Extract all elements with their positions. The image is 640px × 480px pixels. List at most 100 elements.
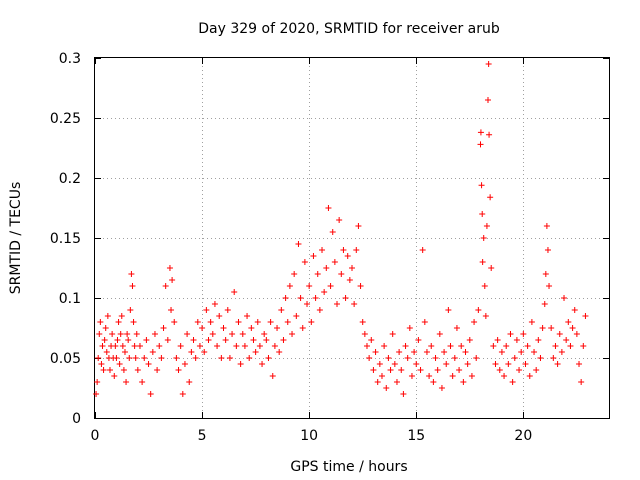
data-point [199, 325, 206, 331]
data-point [368, 337, 375, 343]
data-point [323, 265, 330, 271]
data-point [355, 223, 362, 229]
data-point [483, 223, 490, 229]
data-point [434, 367, 441, 373]
data-point [235, 319, 242, 325]
data-point [109, 331, 116, 337]
data-point [400, 391, 407, 397]
data-point [438, 385, 445, 391]
data-point [261, 331, 268, 337]
data-point [127, 307, 134, 313]
data-point [131, 343, 138, 349]
data-point [205, 337, 212, 343]
data-point [207, 319, 214, 325]
data-point [321, 289, 328, 295]
data-point [477, 141, 484, 148]
data-point [269, 373, 276, 379]
data-point [389, 331, 396, 337]
data-point [134, 367, 141, 373]
data-point [117, 331, 124, 337]
data-points [93, 61, 589, 397]
data-point [498, 349, 505, 355]
y-tick-label: 0.05 [50, 351, 81, 367]
data-point [376, 361, 383, 367]
data-point [509, 379, 516, 385]
data-point [582, 313, 589, 319]
data-point [164, 337, 171, 343]
data-point [471, 319, 478, 325]
data-point [374, 379, 381, 385]
data-point [432, 355, 439, 361]
data-point [402, 343, 409, 349]
x-tick-label: 10 [300, 428, 318, 444]
data-point [233, 343, 240, 349]
data-point [415, 337, 422, 343]
data-point [451, 355, 458, 361]
data-point [133, 331, 140, 337]
data-point [411, 349, 418, 355]
data-point [535, 337, 542, 343]
data-point [141, 355, 148, 361]
data-point [541, 301, 548, 307]
data-point [528, 319, 535, 325]
data-point [94, 379, 101, 385]
data-point [524, 343, 531, 349]
data-point [119, 343, 126, 349]
data-point [443, 361, 450, 367]
data-point [216, 313, 223, 319]
data-point [449, 373, 456, 379]
data-point [156, 343, 163, 349]
data-point [338, 271, 345, 277]
data-point [478, 182, 485, 189]
data-point [563, 337, 570, 343]
data-point [372, 349, 379, 355]
data-point [171, 319, 178, 325]
y-tick-label: 0.25 [50, 111, 81, 127]
data-point [265, 355, 272, 361]
data-point [314, 271, 321, 277]
data-point [393, 379, 400, 385]
data-point [473, 355, 480, 361]
data-point [370, 367, 377, 373]
y-tick-label: 0.2 [59, 171, 81, 187]
data-point [203, 307, 210, 313]
data-point [357, 283, 364, 289]
data-point [571, 307, 578, 313]
data-point [319, 247, 326, 253]
y-tick-label: 0 [72, 411, 81, 427]
data-point [181, 361, 188, 367]
data-point [423, 349, 430, 355]
data-point [259, 361, 266, 367]
data-point [106, 367, 113, 373]
data-point [120, 367, 127, 373]
data-point [154, 367, 161, 373]
data-point [453, 325, 460, 331]
data-point [184, 331, 191, 337]
y-tick-label: 0.1 [59, 291, 81, 307]
data-point [196, 343, 203, 349]
data-point [363, 343, 370, 349]
data-point [468, 373, 475, 379]
y-axis-label: SRMTID / TECUs [8, 182, 24, 295]
data-point [340, 247, 347, 253]
data-point [580, 343, 587, 349]
data-point [190, 337, 197, 343]
data-point [466, 337, 473, 343]
data-point [173, 355, 180, 361]
data-point [426, 373, 433, 379]
data-point [533, 367, 540, 373]
data-point [490, 343, 497, 349]
data-point [573, 331, 580, 337]
data-point [366, 355, 373, 361]
data-point [293, 313, 300, 319]
data-point [558, 349, 565, 355]
data-point [103, 349, 110, 355]
data-point [179, 391, 186, 397]
data-point [546, 283, 553, 289]
data-point [327, 283, 334, 289]
data-point [378, 373, 385, 379]
data-point [263, 337, 270, 343]
data-point [342, 295, 349, 301]
data-point [346, 277, 353, 283]
